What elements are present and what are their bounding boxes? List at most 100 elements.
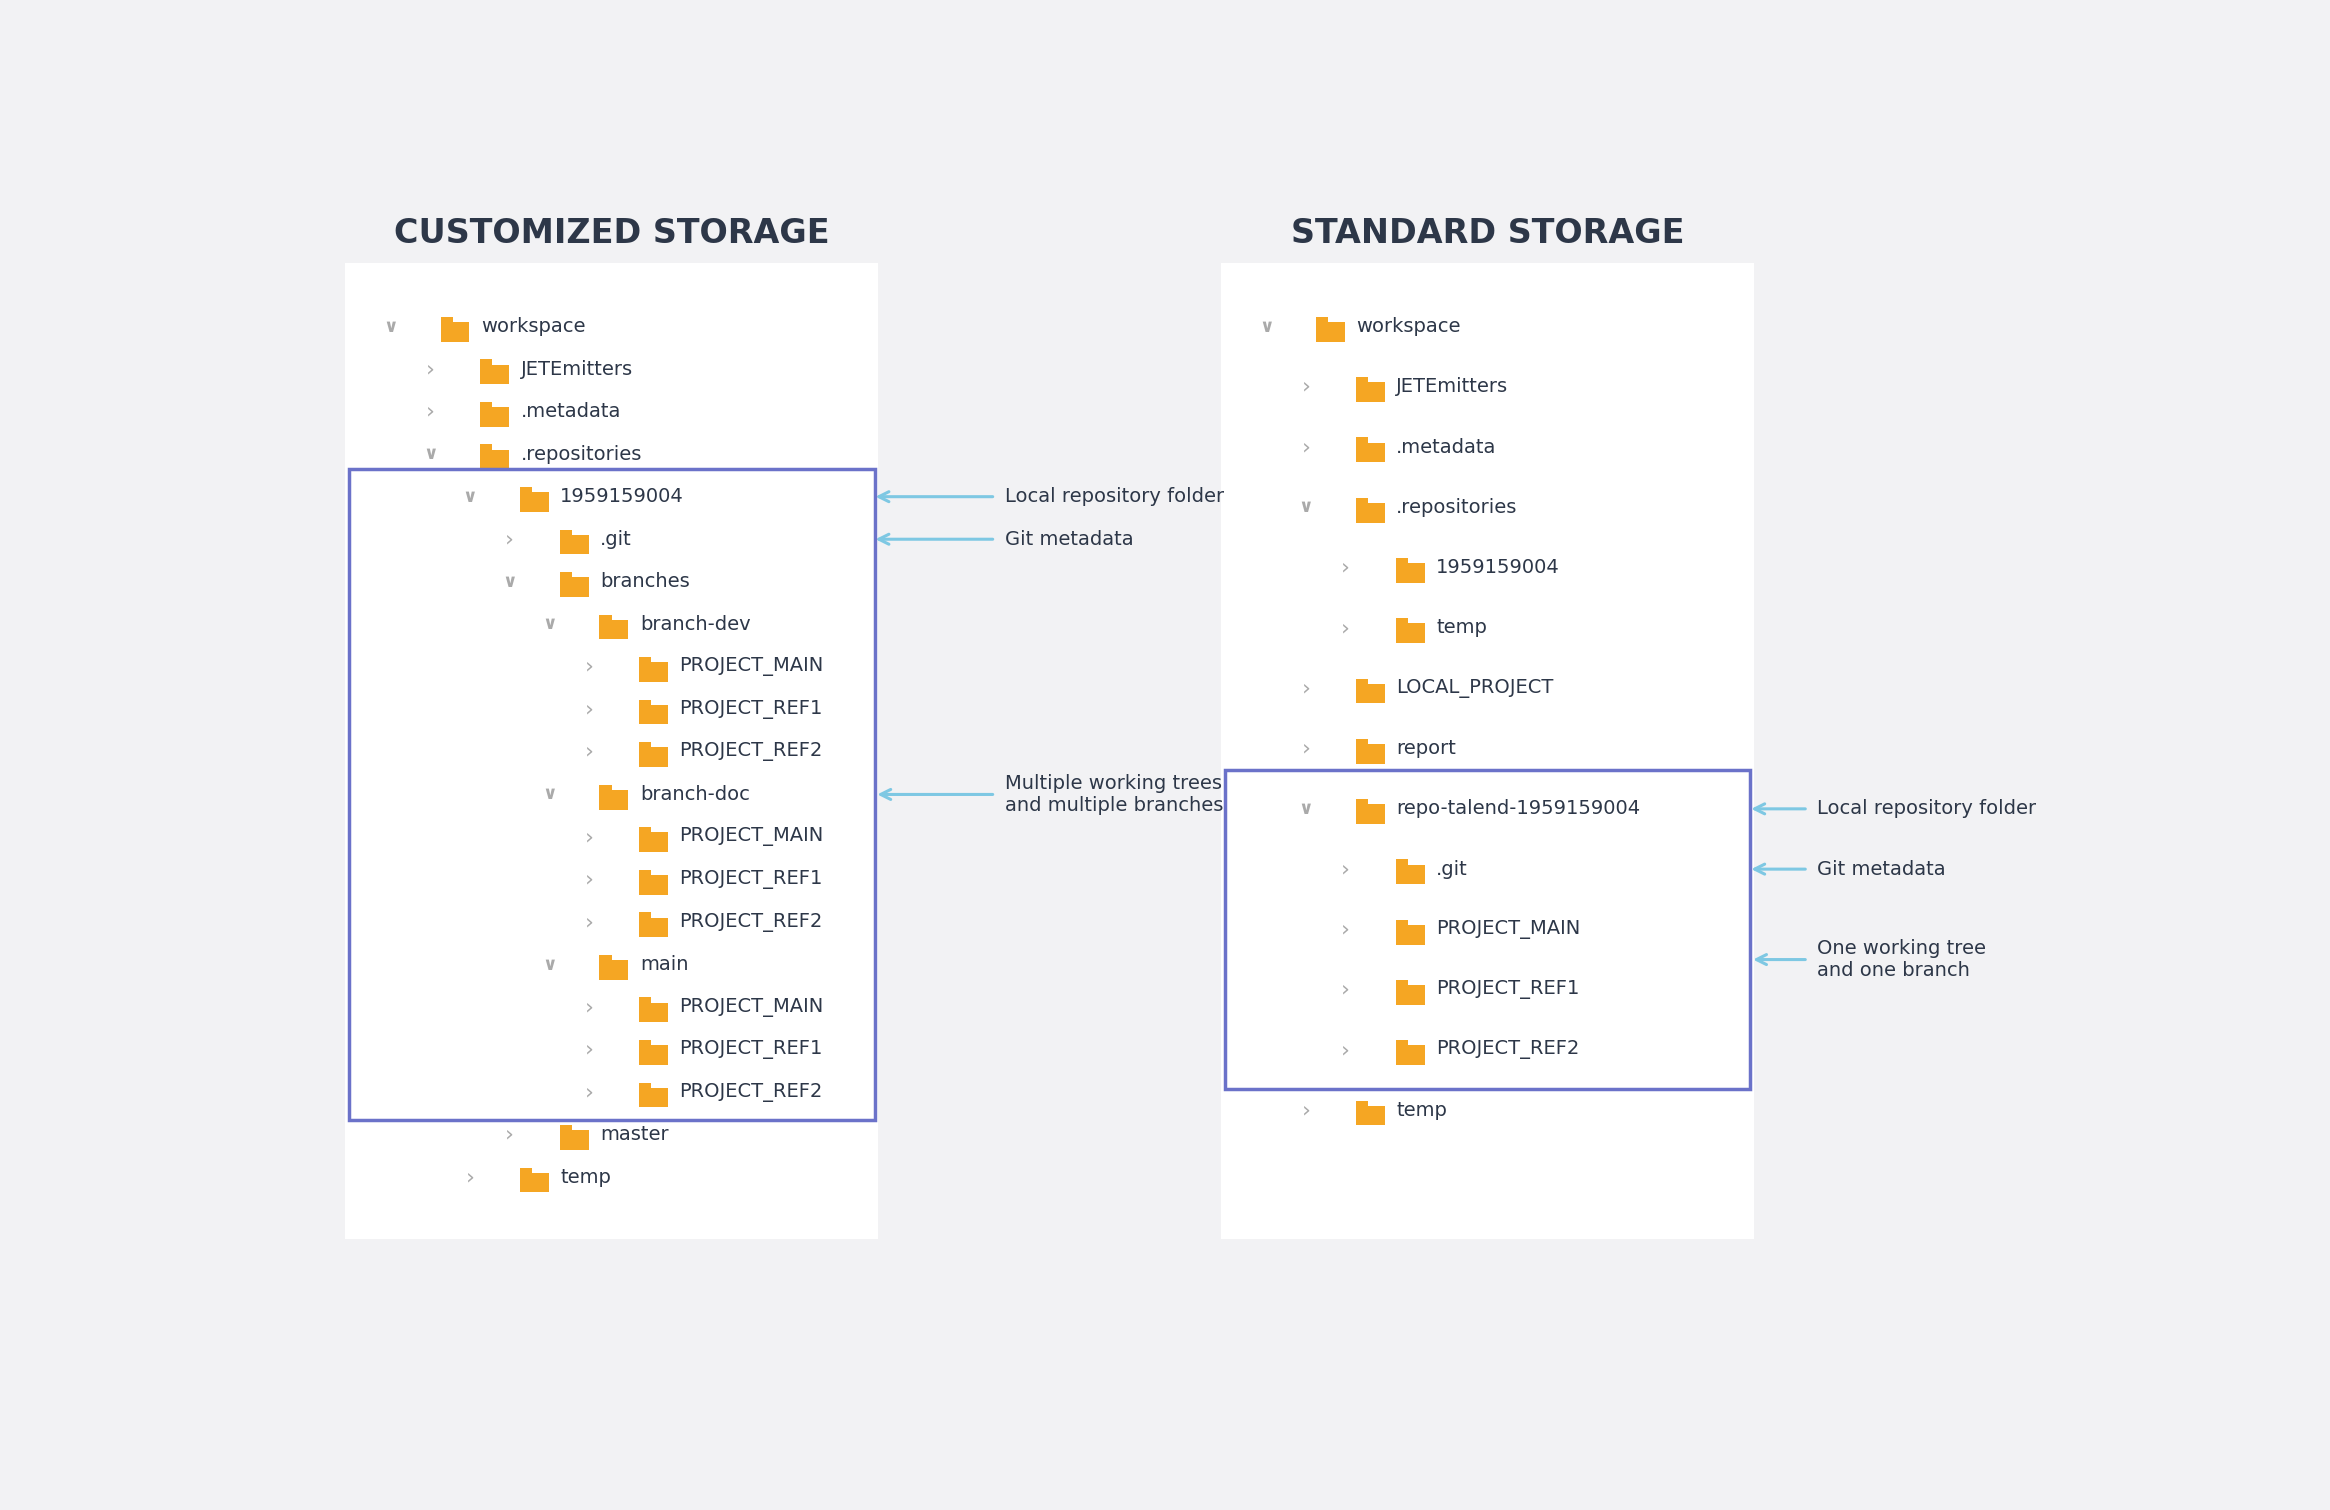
Text: Local repository folder: Local repository folder xyxy=(1817,799,2036,818)
Bar xyxy=(1356,678,1368,686)
Bar xyxy=(559,530,571,536)
Text: report: report xyxy=(1396,738,1456,758)
Bar xyxy=(480,408,510,427)
Bar xyxy=(599,615,610,621)
Text: repo-talend-1959159004: repo-talend-1959159004 xyxy=(1396,799,1640,818)
Bar xyxy=(480,364,510,384)
Text: One working tree
and one branch: One working tree and one branch xyxy=(1817,939,1985,980)
Text: LOCAL_PROJECT: LOCAL_PROJECT xyxy=(1396,680,1554,698)
Text: ›: › xyxy=(1302,436,1309,458)
Bar xyxy=(1356,438,1368,444)
Bar xyxy=(520,1167,531,1175)
Text: temp: temp xyxy=(559,1167,610,1187)
Bar xyxy=(638,663,669,683)
Bar xyxy=(1356,799,1368,806)
Text: ›: › xyxy=(585,741,594,763)
Text: ›: › xyxy=(1302,738,1309,758)
Bar xyxy=(638,747,669,767)
Bar xyxy=(1396,563,1424,583)
Text: ›: › xyxy=(1342,859,1351,879)
Bar xyxy=(599,619,629,639)
Text: JETEmitters: JETEmitters xyxy=(1396,378,1508,396)
Bar xyxy=(1396,920,1407,927)
Bar xyxy=(1356,498,1368,504)
Text: ›: › xyxy=(426,359,436,379)
Bar xyxy=(480,450,510,470)
Bar xyxy=(480,359,492,365)
Bar xyxy=(345,263,878,1240)
Text: workspace: workspace xyxy=(480,317,585,337)
Text: PROJECT_REF2: PROJECT_REF2 xyxy=(1435,1040,1580,1060)
Bar xyxy=(440,322,468,341)
Text: JETEmitters: JETEmitters xyxy=(520,359,634,379)
Text: ›: › xyxy=(585,699,594,719)
Text: master: master xyxy=(601,1125,669,1145)
Bar xyxy=(1356,738,1368,746)
Bar xyxy=(638,912,652,920)
Text: PROJECT_REF1: PROJECT_REF1 xyxy=(1435,980,1580,1000)
Bar xyxy=(1356,503,1384,522)
Bar xyxy=(638,1040,652,1046)
Text: temp: temp xyxy=(1435,619,1487,637)
Bar xyxy=(1396,559,1407,565)
Bar xyxy=(520,1173,550,1193)
Text: branch-dev: branch-dev xyxy=(641,615,750,634)
Text: PROJECT_MAIN: PROJECT_MAIN xyxy=(680,827,825,847)
Bar xyxy=(599,785,610,791)
Text: ∨: ∨ xyxy=(503,572,517,590)
Text: ›: › xyxy=(1342,618,1351,639)
Bar xyxy=(638,918,669,938)
Text: Multiple working trees
and multiple branches: Multiple working trees and multiple bran… xyxy=(1004,775,1223,815)
Bar xyxy=(638,657,652,664)
Text: Git metadata: Git metadata xyxy=(1004,530,1132,548)
Text: .repositories: .repositories xyxy=(520,444,643,464)
Bar xyxy=(480,444,492,451)
Bar xyxy=(1396,1045,1424,1065)
Bar xyxy=(638,832,669,852)
Bar xyxy=(480,402,492,409)
Text: Git metadata: Git metadata xyxy=(1817,859,1946,879)
Text: ∨: ∨ xyxy=(1298,800,1314,818)
Bar xyxy=(1396,926,1424,945)
Bar xyxy=(440,317,452,323)
Text: .repositories: .repositories xyxy=(1396,498,1517,516)
Bar xyxy=(1396,985,1424,1004)
Text: ∨: ∨ xyxy=(1258,317,1275,335)
Bar xyxy=(559,577,589,596)
Text: PROJECT_REF1: PROJECT_REF1 xyxy=(680,870,822,889)
Bar xyxy=(638,699,652,707)
Text: Local repository folder: Local repository folder xyxy=(1004,488,1223,506)
Text: ›: › xyxy=(1342,1040,1351,1060)
Text: ›: › xyxy=(466,1167,475,1187)
Text: .metadata: .metadata xyxy=(1396,438,1496,456)
Text: ›: › xyxy=(1342,980,1351,1000)
Text: ›: › xyxy=(585,912,594,932)
Bar xyxy=(559,1125,571,1131)
Text: ›: › xyxy=(585,870,594,889)
Bar xyxy=(559,535,589,554)
Text: .git: .git xyxy=(1435,859,1468,879)
Text: ›: › xyxy=(585,997,594,1018)
Text: ›: › xyxy=(1302,1101,1309,1120)
Bar xyxy=(1356,442,1384,462)
Text: PROJECT_MAIN: PROJECT_MAIN xyxy=(680,998,825,1016)
Text: PROJECT_REF1: PROJECT_REF1 xyxy=(680,1040,822,1059)
Text: ∨: ∨ xyxy=(1298,498,1314,516)
Text: ›: › xyxy=(585,657,594,676)
Text: main: main xyxy=(641,956,687,974)
Text: workspace: workspace xyxy=(1356,317,1461,337)
Bar xyxy=(520,488,531,494)
Bar xyxy=(1396,980,1407,986)
Bar xyxy=(1356,378,1368,384)
Bar xyxy=(638,874,669,894)
Bar xyxy=(638,998,652,1004)
Text: 1959159004: 1959159004 xyxy=(559,488,685,506)
Text: .git: .git xyxy=(601,530,631,548)
Text: ›: › xyxy=(585,1040,594,1060)
Bar xyxy=(638,827,652,834)
Bar xyxy=(1356,744,1384,764)
Bar xyxy=(1316,317,1328,323)
Bar xyxy=(599,960,629,980)
Bar xyxy=(559,1129,589,1151)
Text: branches: branches xyxy=(601,572,690,592)
